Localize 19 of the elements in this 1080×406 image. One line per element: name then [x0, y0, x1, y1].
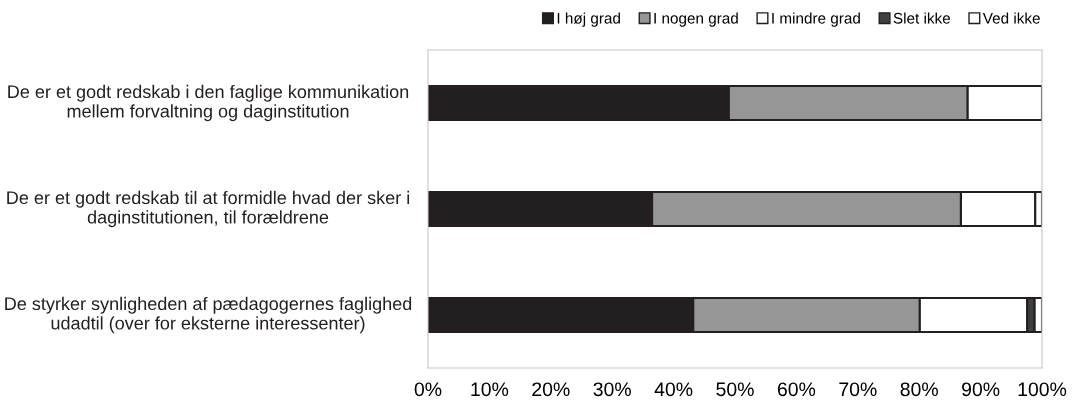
- x-tick-label: 80%: [900, 382, 938, 397]
- legend-label: I nogen grad: [654, 12, 738, 27]
- x-tick-label: 70%: [839, 382, 877, 397]
- x-tick-label: 100%: [1018, 382, 1067, 397]
- x-tick-label: 40%: [654, 382, 693, 397]
- x-tick-label: 0%: [414, 382, 442, 397]
- x-tick-label: 30%: [593, 382, 631, 397]
- y-tick-label: De styrker synligheden af pædagogernes faglighed udadtil (over for eksterne interessenter): [5, 296, 412, 334]
- legend-label: Slet ikke: [893, 12, 951, 24]
- legend-label: Ved ikke: [982, 12, 1040, 24]
- legend-label: I høj grad: [557, 12, 620, 27]
- x-tick-label: 20%: [532, 382, 570, 397]
- x-tick-label: 10%: [471, 382, 509, 397]
- x-tick-label: 90%: [962, 382, 1000, 397]
- x-tick-label: 60%: [777, 382, 816, 397]
- y-tick-label: De er et godt redskab til at formidle hvad der sker i daginstitutionen, til forældrene: [7, 190, 410, 228]
- y-tick-label: De er et godt redskab i den faglige kommunikation mellem forvaltning og daginstitution: [8, 84, 409, 122]
- legend-label: I mindre grad: [772, 12, 860, 27]
- x-tick-label: 50%: [716, 382, 754, 397]
